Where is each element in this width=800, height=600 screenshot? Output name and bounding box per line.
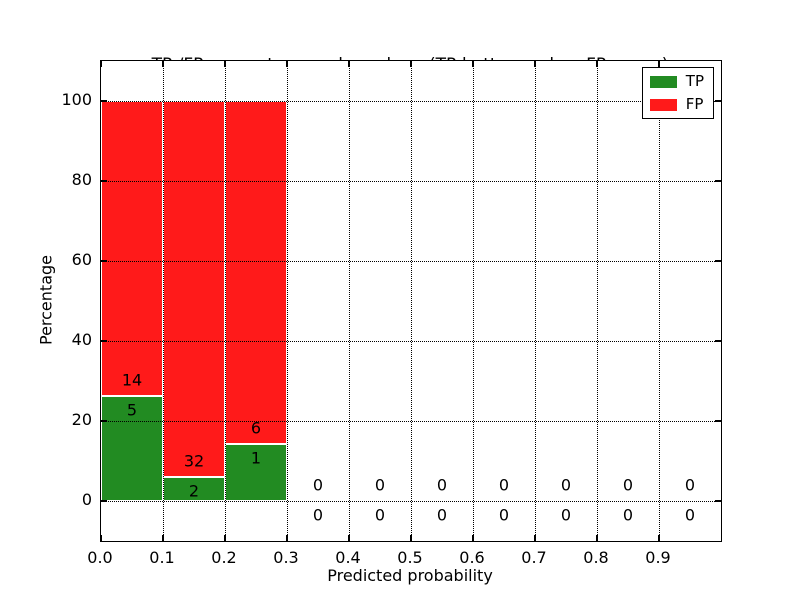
tp-count-label: 0 [622,505,634,525]
fp-count-label: 0 [498,475,510,495]
y-tick-mark [715,500,721,502]
x-tick-label: 0.5 [397,548,423,567]
grid-line-x [286,61,288,541]
y-tick-mark [715,100,721,102]
y-tick-mark [101,100,107,102]
x-tick-mark [286,535,288,541]
x-tick-mark [224,535,226,541]
x-tick-mark [348,61,350,67]
grid-line-x [658,61,660,541]
x-tick-mark [162,61,164,67]
tp-count-label: 0 [560,505,572,525]
y-tick-mark [715,340,721,342]
fp-count-label: 0 [436,475,448,495]
fp-count-label: 32 [183,451,205,471]
x-tick-mark [472,535,474,541]
tp-count-label: 1 [250,448,262,468]
x-tick-mark [224,61,226,67]
legend-entry-fp: FP [649,95,704,113]
x-tick-mark [100,535,102,541]
bar-segment-fp [101,101,163,396]
y-tick-label: 40 [71,330,92,349]
x-tick-mark [100,61,102,67]
fp-count-label: 0 [684,475,696,495]
fp-count-label: 14 [121,370,143,390]
y-tick-mark [101,340,107,342]
x-tick-mark [596,61,598,67]
x-tick-mark [410,61,412,67]
x-tick-mark [286,61,288,67]
fp-count-label: 0 [312,475,324,495]
y-tick-mark [715,180,721,182]
y-tick-label: 20 [71,410,92,429]
x-tick-label: 0.1 [149,548,175,567]
tp-count-label: 0 [312,505,324,525]
x-tick-mark [348,535,350,541]
x-tick-mark [658,61,660,67]
x-tick-label: 0.6 [459,548,485,567]
tp-count-label: 0 [436,505,448,525]
tp-count-label: 0 [374,505,386,525]
x-tick-label: 0.9 [645,548,671,567]
tp-count-label: 0 [684,505,696,525]
grid-line-x [224,61,226,541]
tp-count-label: 2 [188,481,200,501]
y-tick-label: 80 [71,170,92,189]
y-tick-label: 0 [81,490,92,509]
bar-segment-fp [225,101,287,444]
bar-segment-tp [101,395,163,501]
legend-entry-tp: TP [649,72,704,90]
grid-line-x [348,61,350,541]
x-tick-mark [472,61,474,67]
legend-label-fp: FP [685,95,704,113]
y-axis-label: Percentage [36,254,56,346]
plot-area: TP FP 14 5 32 2 6 1 0 0 0 0 0 0 0 0 0 0 0 0 0 0 [100,60,722,542]
grid-line-x [162,61,164,541]
x-tick-mark [162,535,164,541]
x-tick-mark [534,535,536,541]
fp-color-swatch [649,98,677,111]
x-tick-mark [658,535,660,541]
x-tick-mark [596,535,598,541]
grid-line-x [410,61,412,541]
x-axis-label: Predicted probability [327,566,493,585]
fp-count-label: 6 [250,418,262,438]
fp-count-label: 0 [560,475,572,495]
x-tick-label: 0.2 [211,548,237,567]
tp-count-label: 0 [498,505,510,525]
x-tick-label: 0.0 [87,548,113,567]
y-tick-mark [101,500,107,502]
y-tick-label: 100 [61,90,92,109]
y-tick-mark [101,260,107,262]
grid-line-x [596,61,598,541]
fp-count-label: 0 [622,475,634,495]
y-tick-label: 60 [71,250,92,269]
x-tick-label: 0.4 [335,548,361,567]
grid-line-x [534,61,536,541]
y-tick-mark [101,420,107,422]
x-tick-mark [534,61,536,67]
tp-color-swatch [649,75,677,88]
legend: TP FP [641,67,714,119]
tp-count-label: 5 [126,400,138,420]
legend-label-tp: TP [685,72,704,90]
fp-count-label: 0 [374,475,386,495]
x-tick-label: 0.8 [583,548,609,567]
y-tick-mark [101,180,107,182]
x-tick-label: 0.7 [521,548,547,567]
x-tick-label: 0.3 [273,548,299,567]
y-tick-mark [715,420,721,422]
y-tick-mark [715,260,721,262]
x-tick-mark [410,535,412,541]
grid-line-x [472,61,474,541]
